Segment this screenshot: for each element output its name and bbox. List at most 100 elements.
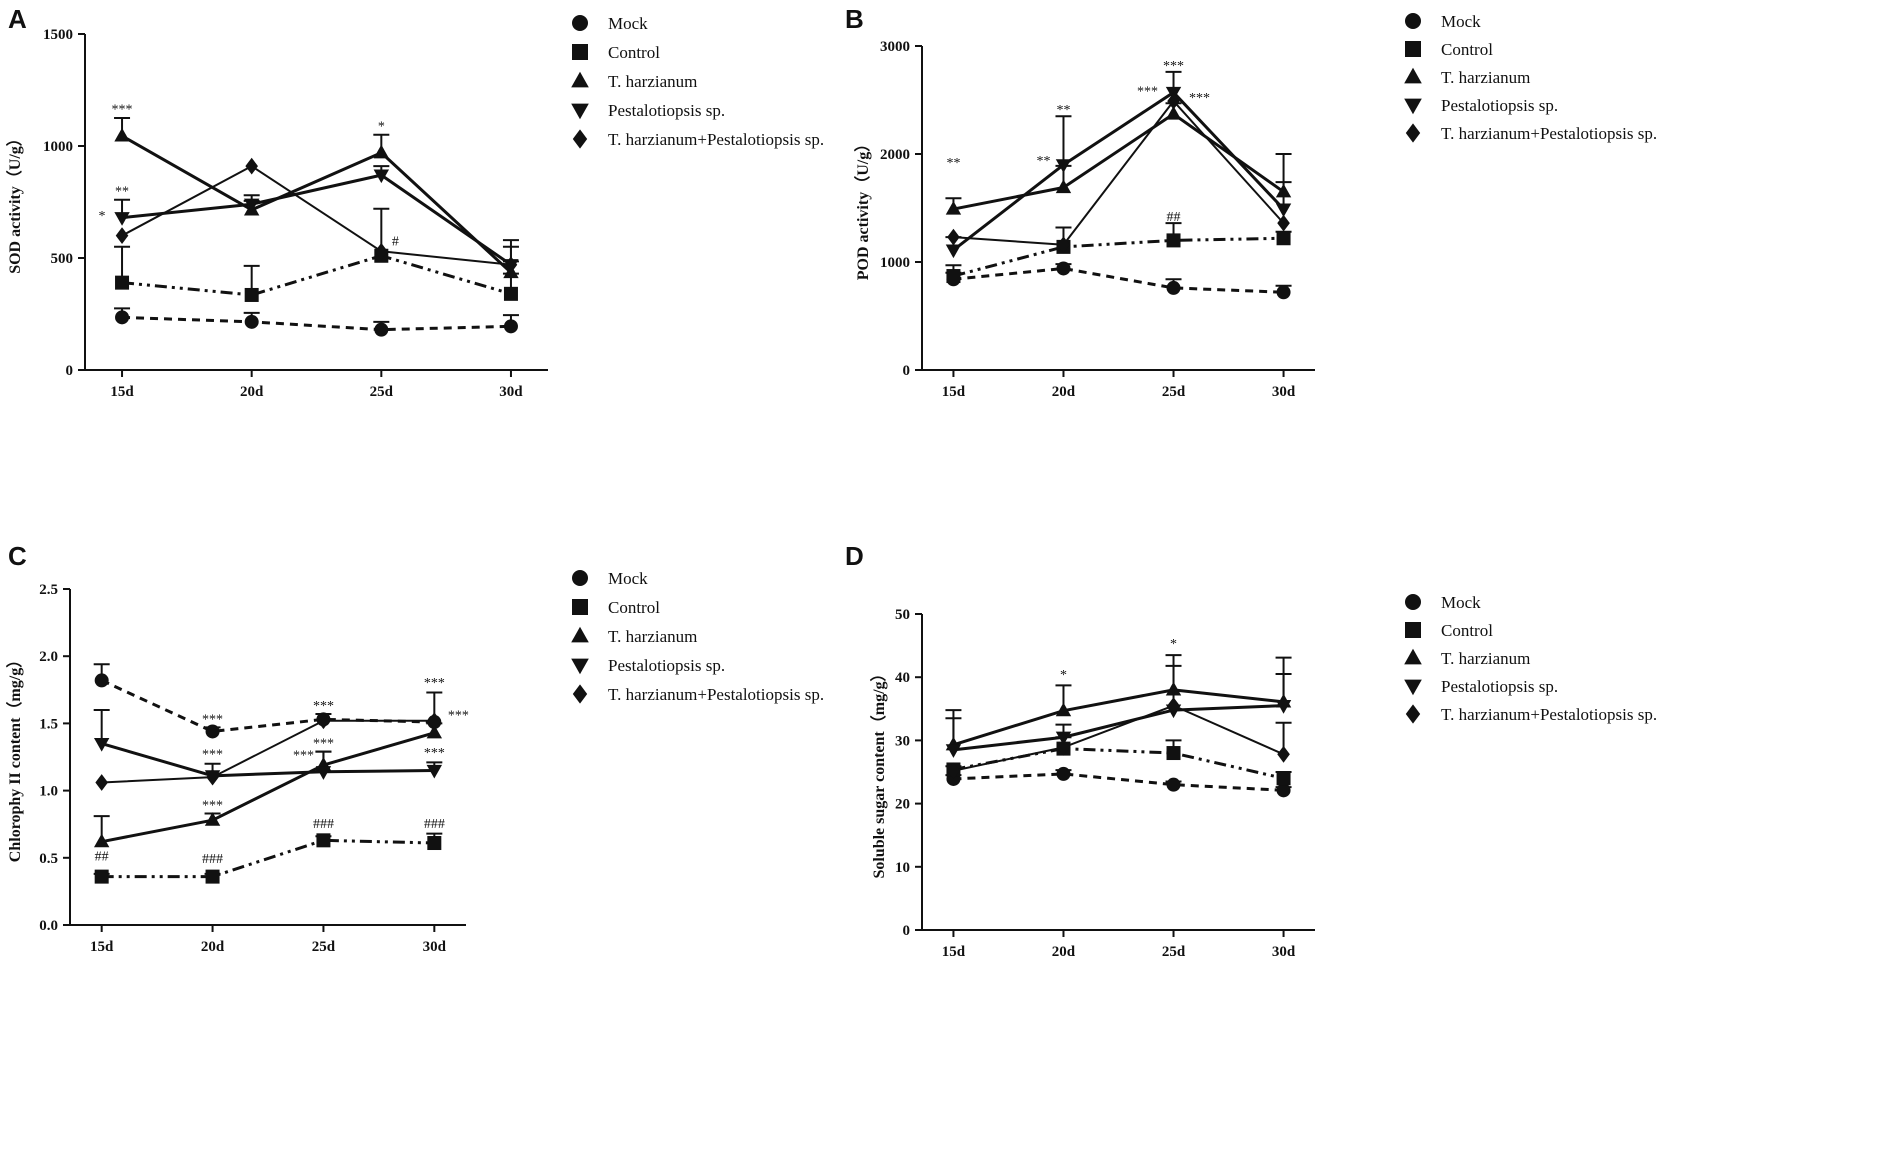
significance-label: ***	[202, 798, 223, 813]
data-point	[1166, 746, 1181, 761]
series-mock	[93, 663, 443, 739]
series-t-harzianum	[114, 117, 519, 279]
series-line	[953, 704, 1284, 752]
legend-label: T. harzianum+Pestalotiopsis sp.	[1441, 124, 1657, 143]
y-tick-label: 3000	[880, 39, 910, 55]
legend-marker	[572, 570, 588, 586]
data-point	[1057, 738, 1070, 756]
series-pestalotiopsis-sp	[93, 708, 443, 784]
series-line	[101, 679, 435, 733]
x-tick-label: 20d	[240, 384, 264, 400]
data-point	[503, 319, 518, 334]
y-tick-label: 500	[51, 251, 74, 267]
significance-label: *	[1170, 637, 1177, 652]
data-point	[115, 310, 130, 325]
data-point	[1166, 777, 1181, 792]
series-line	[101, 731, 435, 844]
data-point	[94, 869, 109, 884]
data-point	[1056, 261, 1071, 276]
data-point	[94, 673, 109, 688]
significance-label: #	[392, 235, 399, 250]
legend: Mock Control T. harzianum Pestalotiopsis sp…	[1404, 593, 1657, 724]
legend-item: T. harzianum+Pestalotiopsis sp.	[572, 129, 824, 149]
significance-label: ###	[313, 817, 334, 832]
legend-item: Control	[1405, 40, 1493, 59]
legend-label: T. harzianum+Pestalotiopsis sp.	[608, 685, 824, 704]
data-point	[1167, 697, 1180, 715]
y-tick-label: 2.5	[39, 582, 58, 598]
legend-item: T. harzianum+Pestalotiopsis sp.	[1405, 704, 1657, 724]
legend-marker	[1405, 594, 1421, 610]
legend-marker	[1405, 622, 1421, 638]
y-tick-label: 0	[903, 923, 911, 939]
y-tick-label: 1.5	[39, 716, 58, 732]
y-axis-label: POD activity（U/g）	[854, 136, 872, 280]
legend-label: Control	[1441, 40, 1493, 59]
series-line	[121, 134, 512, 274]
data-point	[204, 812, 221, 826]
legend-item: Control	[1405, 621, 1493, 640]
data-point	[373, 169, 390, 184]
series-mock	[945, 766, 1292, 798]
legend-label: T. harzianum	[608, 72, 697, 91]
data-point	[1275, 203, 1292, 218]
legend-marker	[572, 684, 588, 704]
legend-marker	[571, 626, 589, 643]
legend-item: Control	[572, 598, 660, 617]
series-line	[952, 688, 1284, 747]
data-point	[1055, 731, 1072, 746]
data-point	[1057, 236, 1070, 254]
y-tick-label: 1000	[880, 255, 910, 271]
data-point	[945, 744, 962, 758]
legend-item: T. harzianum	[1404, 648, 1530, 668]
data-point	[93, 833, 110, 848]
legend-marker	[571, 103, 589, 120]
data-point	[374, 322, 389, 337]
legend-marker	[571, 71, 589, 88]
chart-panel-d: D 0 10 20 30 40 50 15d 20d 25d 30d Soluble sugar co…	[845, 541, 1657, 960]
data-point	[93, 737, 110, 752]
legend-label: T. harzianum+Pestalotiopsis sp.	[608, 130, 824, 149]
series-t-harzianum-pestalotiopsis-sp	[115, 157, 519, 274]
significance-label: *	[1060, 668, 1067, 683]
x-tick-label: 15d	[110, 384, 134, 400]
chart-panel-a: A 0 500 1000 1500 15d 20d 25d 30d SOD activity（U/…	[6, 4, 824, 400]
data-point	[1166, 233, 1181, 248]
y-tick-label: 20	[895, 797, 910, 813]
x-tick-label: 25d	[370, 384, 394, 400]
series-line	[953, 772, 1284, 792]
data-point	[503, 286, 518, 301]
series-line	[101, 838, 435, 879]
legend-marker	[1404, 648, 1422, 665]
legend-label: Mock	[608, 14, 648, 33]
series-line	[121, 254, 512, 297]
data-point	[1056, 766, 1071, 781]
data-point	[206, 768, 219, 786]
data-point	[317, 712, 330, 730]
data-point	[114, 212, 130, 226]
y-tick-label: 30	[895, 733, 910, 749]
legend-item: T. harzianum+Pestalotiopsis sp.	[572, 684, 824, 704]
y-tick-label: 2000	[880, 147, 910, 163]
legend-item: Pestalotiopsis sp.	[571, 656, 725, 675]
data-point	[243, 198, 260, 213]
series-t-harzianum-pestalotiopsis-sp	[95, 712, 441, 791]
x-tick-label: 15d	[942, 944, 966, 960]
legend-marker	[1404, 98, 1422, 115]
legend-item: T. harzianum	[1404, 67, 1530, 87]
data-point	[244, 287, 259, 302]
series-pestalotiopsis-sp	[945, 70, 1292, 259]
significance-label: ***	[424, 676, 445, 691]
legend-marker	[1405, 41, 1421, 57]
series-line	[953, 266, 1284, 294]
legend: Mock Control T. harzianum Pestalotiopsis sp…	[571, 569, 824, 704]
data-point	[1276, 231, 1291, 246]
data-point	[1055, 179, 1072, 194]
data-point	[205, 724, 220, 739]
legend-item: Mock	[572, 14, 648, 33]
legend-item: T. harzianum	[571, 71, 697, 91]
series-line	[953, 100, 1285, 246]
legend-item: Control	[572, 43, 660, 62]
x-tick-label: 30d	[423, 939, 447, 955]
